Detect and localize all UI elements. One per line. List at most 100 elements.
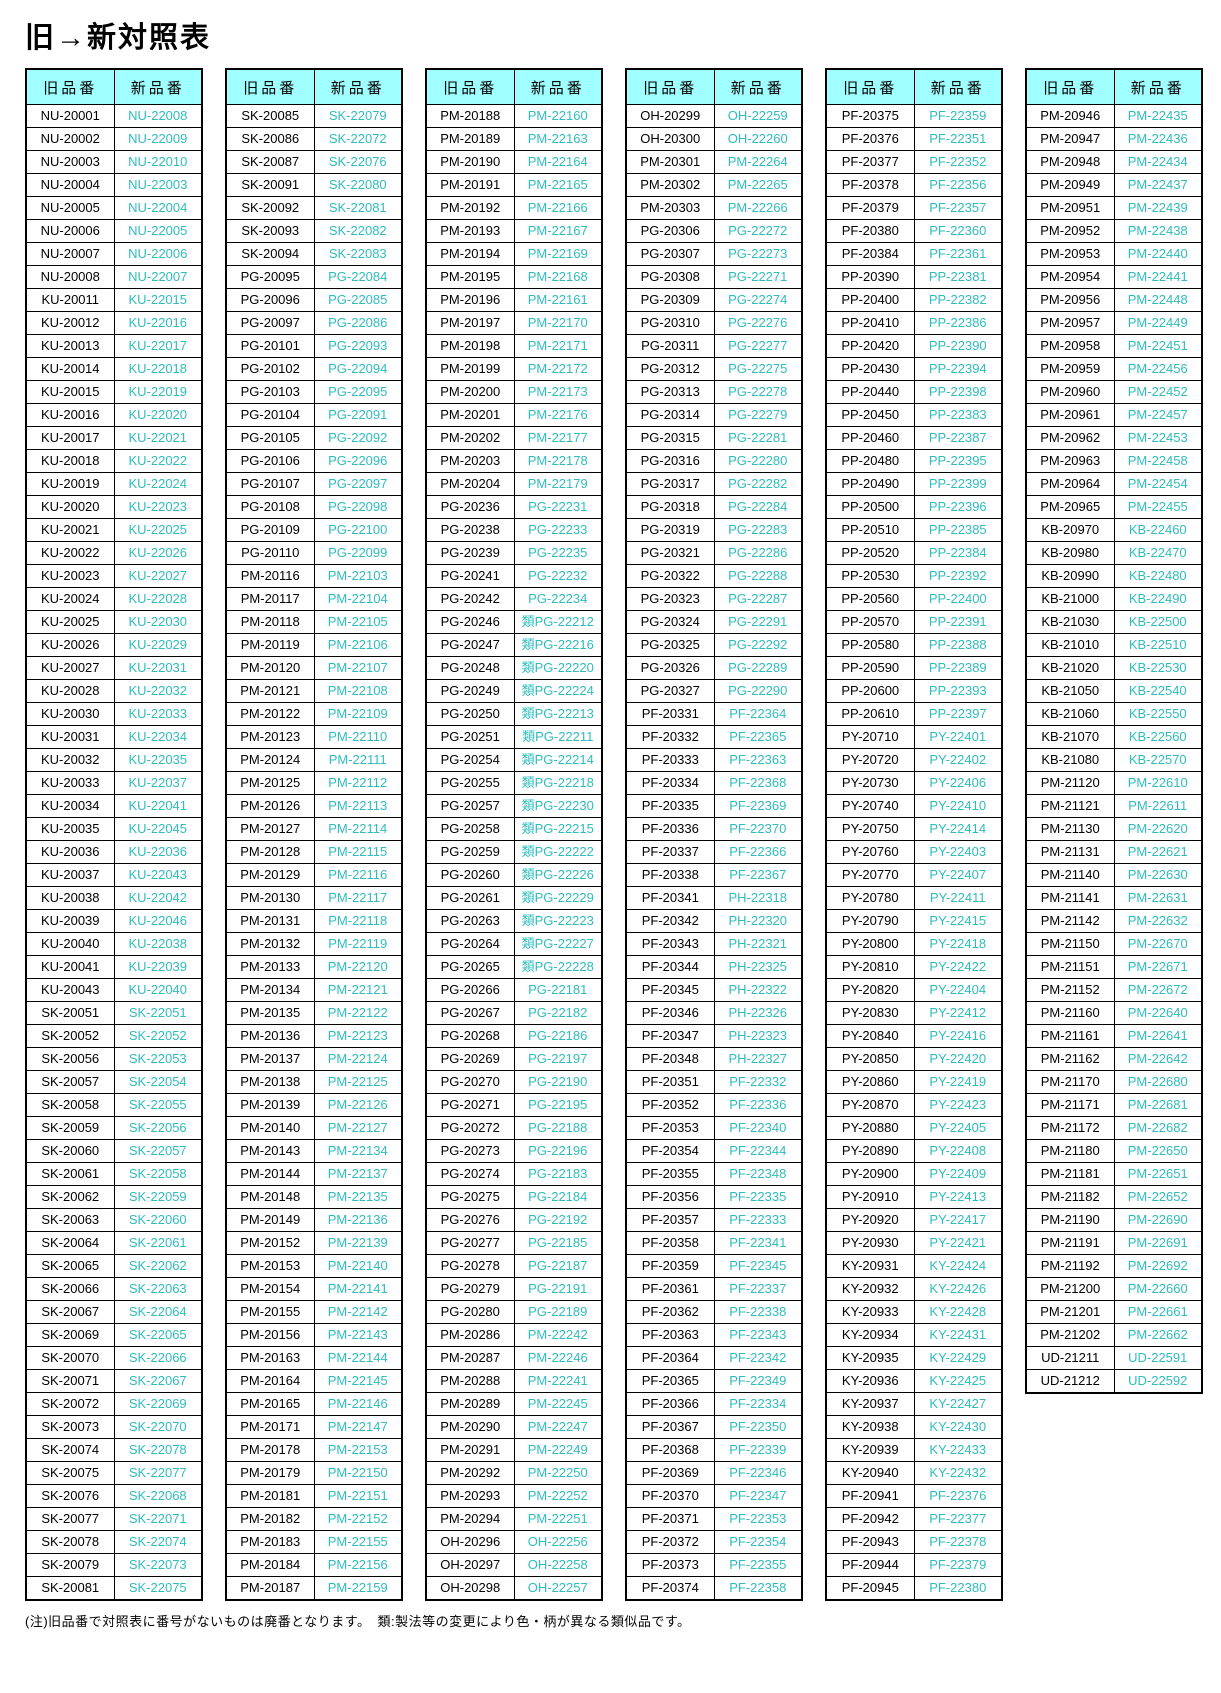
old-part-number: PF-20346 [625, 1001, 715, 1025]
new-part-number: PM-22631 [1113, 886, 1203, 910]
old-part-number: PM-21121 [1025, 794, 1115, 818]
table-row: PM-20131 PM-22118 [225, 909, 403, 933]
new-part-number: PM-22242 [513, 1323, 603, 1347]
new-part-number: SK-22072 [313, 127, 403, 151]
table-row: PM-20948 PM-22434 [1025, 150, 1203, 174]
new-part-number: PM-22671 [1113, 955, 1203, 979]
table-row: PM-20303 PM-22266 [625, 196, 803, 220]
new-part-number: PM-22124 [313, 1047, 403, 1071]
new-part-number: PM-22452 [1113, 380, 1203, 404]
table-row: KY-20940 KY-22432 [825, 1461, 1003, 1485]
table-row: PY-20760 PY-22403 [825, 840, 1003, 864]
new-part-number: KY-22433 [913, 1438, 1003, 1462]
new-part-number: PY-22407 [913, 863, 1003, 887]
old-part-number: PF-20352 [625, 1093, 715, 1117]
table-row: PG-20318 PG-22284 [625, 495, 803, 519]
table-row: PG-20268 PG-22186 [425, 1024, 603, 1048]
table-row: OH-20296 OH-22256 [425, 1530, 603, 1554]
old-part-number: PP-20500 [825, 495, 915, 519]
new-part-number: 類PG-22211 [513, 725, 603, 749]
new-part-number: PM-22691 [1113, 1231, 1203, 1255]
table-row: PF-20347 PH-22323 [625, 1024, 803, 1048]
table-row: PY-20810 PY-22422 [825, 955, 1003, 979]
old-part-number: KY-20935 [825, 1346, 915, 1370]
table-row: PG-20325 PG-22292 [625, 633, 803, 657]
new-part-number: PH-22322 [713, 978, 803, 1002]
new-part-number: PG-22275 [713, 357, 803, 381]
old-part-number: PG-20310 [625, 311, 715, 335]
old-part-number: PG-20326 [625, 656, 715, 680]
table-row: KY-20937 KY-22427 [825, 1392, 1003, 1416]
table-row: KU-20024 KU-22028 [25, 587, 203, 611]
table-row: PM-20947 PM-22436 [1025, 127, 1203, 151]
old-part-number: KY-20932 [825, 1277, 915, 1301]
old-part-number: PG-20236 [425, 495, 515, 519]
new-part-number: SK-22071 [113, 1507, 203, 1531]
table-row: PG-20315 PG-22281 [625, 426, 803, 450]
table-row: PM-20134 PM-22121 [225, 978, 403, 1002]
table-row: PF-20337 PF-22366 [625, 840, 803, 864]
old-part-number: PG-20104 [225, 403, 315, 427]
old-part-number: KB-20980 [1025, 541, 1115, 565]
new-part-number: KU-22042 [113, 886, 203, 910]
old-part-number: KU-20018 [25, 449, 115, 473]
new-part-number: SK-22058 [113, 1162, 203, 1186]
old-part-number: PM-20963 [1025, 449, 1115, 473]
table-row: PM-20952 PM-22438 [1025, 219, 1203, 243]
new-part-number: PM-22168 [513, 265, 603, 289]
table-row: PM-20116 PM-22103 [225, 564, 403, 588]
old-part-number: KU-20033 [25, 771, 115, 795]
new-part-number: PM-22137 [313, 1162, 403, 1186]
old-part-number: PM-21190 [1025, 1208, 1115, 1232]
old-part-number: PP-20570 [825, 610, 915, 634]
table-row: PM-21200 PM-22660 [1025, 1277, 1203, 1301]
old-part-number: PM-20181 [225, 1484, 315, 1508]
new-part-number: PF-22364 [713, 702, 803, 726]
new-part-number: PP-22390 [913, 334, 1003, 358]
new-part-number: PM-22115 [313, 840, 403, 864]
table-row: PF-20364 PF-22342 [625, 1346, 803, 1370]
old-part-number: PG-20255 [425, 771, 515, 795]
table-row: NU-20004 NU-22003 [25, 173, 203, 197]
table-row: PM-20963 PM-22458 [1025, 449, 1203, 473]
table-row: KU-20016 KU-22020 [25, 403, 203, 427]
new-part-number: SK-22080 [313, 173, 403, 197]
table-row: PM-20133 PM-22120 [225, 955, 403, 979]
old-part-number: PP-20610 [825, 702, 915, 726]
old-part-number: PM-20127 [225, 817, 315, 841]
old-part-number: PM-20129 [225, 863, 315, 887]
table-row: PM-21150 PM-22670 [1025, 932, 1203, 956]
new-part-number: PG-22095 [313, 380, 403, 404]
table-row: PF-20353 PF-22340 [625, 1116, 803, 1140]
old-part-number: KB-21070 [1025, 725, 1115, 749]
new-part-number: KY-22432 [913, 1461, 1003, 1485]
old-part-number: SK-20066 [25, 1277, 115, 1301]
table-row: PF-20368 PF-22339 [625, 1438, 803, 1462]
table-row: PG-20265 類PG-22228 [425, 955, 603, 979]
table-row: SK-20081 SK-22075 [25, 1576, 203, 1601]
old-part-number: KU-20019 [25, 472, 115, 496]
old-part-number: PM-20191 [425, 173, 515, 197]
table-row: SK-20069 SK-22065 [25, 1323, 203, 1347]
old-part-number: KU-20043 [25, 978, 115, 1002]
table-row: PG-20275 PG-22184 [425, 1185, 603, 1209]
new-part-number: PM-22125 [313, 1070, 403, 1094]
table-row: NU-20003 NU-22010 [25, 150, 203, 174]
old-part-number: KY-20939 [825, 1438, 915, 1462]
table-row: PG-20258 類PG-22215 [425, 817, 603, 841]
new-part-number: PM-22650 [1113, 1139, 1203, 1163]
old-part-number: KB-20990 [1025, 564, 1115, 588]
new-part-number: KU-22018 [113, 357, 203, 381]
new-part-number: PM-22660 [1113, 1277, 1203, 1301]
new-part-number: 類PG-22229 [513, 886, 603, 910]
new-part-number: UD-22591 [1113, 1346, 1203, 1370]
new-part-number: KU-22024 [113, 472, 203, 496]
old-part-number: PY-20920 [825, 1208, 915, 1232]
new-part-number: PM-22454 [1113, 472, 1203, 496]
table-row: SK-20064 SK-22061 [25, 1231, 203, 1255]
table-row: PP-20510 PP-22385 [825, 518, 1003, 542]
new-part-number: SK-22061 [113, 1231, 203, 1255]
table-row: PM-21201 PM-22661 [1025, 1300, 1203, 1324]
old-part-number: SK-20076 [25, 1484, 115, 1508]
table-row: PG-20110 PG-22099 [225, 541, 403, 565]
